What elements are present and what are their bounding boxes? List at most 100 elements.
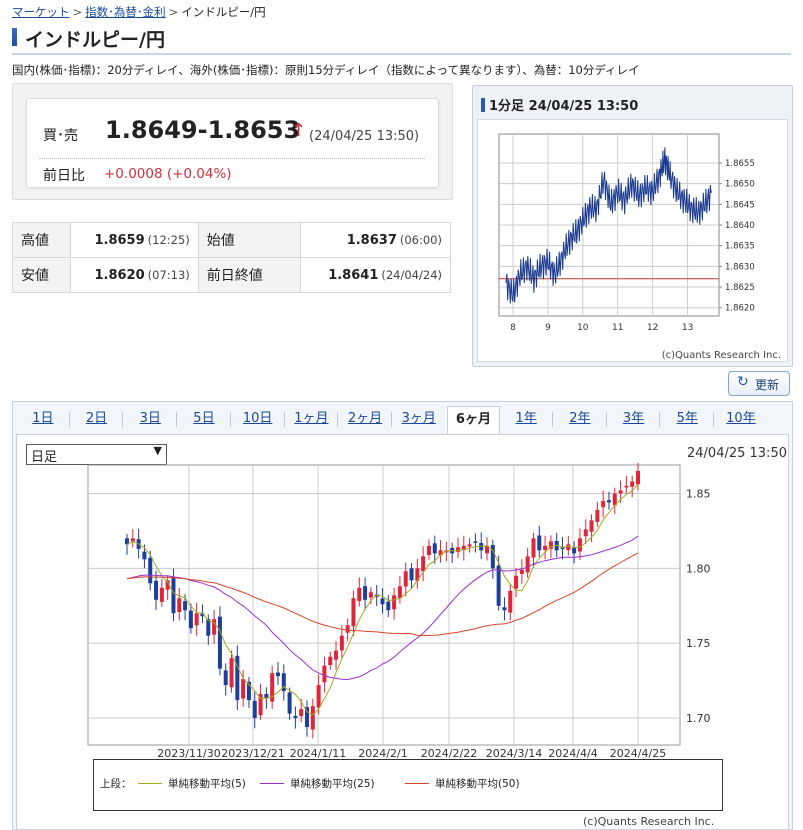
y-tick-label: 1.8630 [725,262,755,272]
candle-body [525,556,530,573]
candle-body [595,509,600,522]
candle-body [130,538,135,542]
candle-body [612,493,617,506]
chevron-down-icon: ▼ [153,444,162,457]
legend-label: 単純移動平均(5) [168,778,246,790]
bid-ask-label: 買･売 [43,128,78,144]
tab-period[interactable]: 10年 [726,411,756,426]
tab-period[interactable]: 10日 [242,411,273,426]
chart-legend: 上段： 単純移動平均(5) 単純移動平均(25) 単純移動平均(50) [93,759,723,811]
candle-body [508,590,513,613]
tab-separator [605,412,607,427]
delay-notice: 国内(株価･指標)：20分ディレイ、海外(株価･指標)：原則15分ディレイ（指数… [12,63,640,77]
prev-close-value: 1.8641 [328,267,379,283]
refresh-label: 更新 [755,378,780,392]
daily-candlestick-chart: 1.85 1.80 1.75 1.70 2023/11/30 2023/12/21 2024… [87,462,711,760]
candle-body [264,693,269,699]
tab-period[interactable]: 3年 [622,411,645,426]
candle-body [415,568,420,581]
candle-body [560,547,565,549]
candle-body [299,709,304,717]
candle-body [455,547,460,552]
candle-body [154,580,159,600]
x-tick-label: 2024/4/25 [610,747,666,760]
legend-item: 単純移動平均(25) [260,776,375,791]
tab-period[interactable]: 3ヶ月 [401,411,436,426]
candle-body [496,565,501,606]
y-tick-label: 1.8635 [725,242,755,252]
candle-body [223,670,228,686]
candle-body [392,595,397,610]
x-tick-label: 12 [647,323,658,333]
tab-period[interactable]: 1日 [32,411,54,426]
moving-average-line [126,535,639,681]
prev-close-label: 前日終値 [197,257,301,293]
up-arrow-icon: ↑ [291,120,307,141]
prev-close-cell: 1.8641 (24/04/24) [299,257,452,293]
tab-separator [283,412,285,427]
y-tick-label: 1.85 [686,487,711,500]
refresh-button[interactable]: ↻ 更新 [728,371,790,396]
open-label: 始値 [197,222,301,258]
candle-body [531,538,536,558]
candle-body [328,656,333,666]
tab-period[interactable]: 1年 [515,411,537,426]
x-tick-label: 13 [682,323,693,333]
quote-time: (24/04/25 13:50) [309,129,420,144]
candle-body [316,685,321,708]
title-marker [12,28,17,46]
tab-period[interactable]: 5日 [193,411,215,426]
y-tick-label: 1.8620 [725,304,755,314]
period-select-value: 日足 [31,450,58,465]
quote-panel: 買･売 1.8649-1.8653 ↑ (24/04/25 13:50) 前日比… [12,83,453,200]
candle-body [159,587,164,602]
tab-period[interactable]: 1ヶ月 [294,411,329,426]
candle-body [171,577,176,614]
breadcrumb: マーケット > 指数･為替･金利 > インドルピー/円 [12,4,266,20]
breadcrumb-separator: > [72,5,83,19]
page-title: インドルピー/円 [25,29,165,51]
candle-body [601,500,606,508]
tab-period[interactable]: 2ヶ月 [347,411,383,426]
candle-body [421,556,426,572]
x-tick-label: 2023/12/21 [221,747,284,760]
candle-body [606,500,611,503]
x-tick-label: 2024/3/14 [486,747,542,760]
tab-period[interactable]: 6ヶ月 [446,406,501,435]
tab-period[interactable]: 3日 [139,411,161,426]
candle-body [577,538,582,552]
tab-period[interactable]: 5年 [676,411,698,426]
y-tick-label: 1.8645 [725,200,755,210]
breadcrumb-market-link[interactable]: マーケット [12,5,70,19]
tab-period[interactable]: 2日 [85,411,108,426]
tab-period[interactable]: 2年 [569,411,591,426]
candle-body [409,568,414,581]
intraday-chart-title: 1分足 24/04/25 13:50 [489,99,639,114]
breadcrumb-fx-link[interactable]: 指数･為替･金利 [85,5,166,19]
prev-close-date: (24/04/24) [381,267,442,282]
low-cell: 1.8620 (07:13) [70,257,199,293]
legend-title: 上段： [100,778,132,790]
candle-body [322,665,327,683]
y-tick-label: 1.80 [686,562,711,575]
high-value: 1.8659 [94,232,145,248]
x-tick-label: 10 [577,323,589,333]
candle-body [589,520,594,532]
candle-body [357,587,362,601]
price-stats-table: 高値 1.8659 (12:25) 始値 1.8637 (06:00) 安値 1.8… [12,222,452,293]
candle-body [287,692,292,714]
historical-chart-panel: 1日 2日 3日 5日 10日 1ヶ月 2ヶ月 3ヶ月 6ヶ月 1年 2年 3年 5年 10年 日足 ▼ … [12,401,793,830]
x-tick-label: 2024/4/4 [548,747,597,760]
candle-body [467,544,472,547]
open-cell: 1.8637 (06:00) [299,222,452,258]
candle-body [183,601,188,611]
candle-body [543,545,548,550]
chart-timestamp: 24/04/25 13:50 [687,446,787,461]
candle-body [502,607,507,611]
candle-body [125,538,129,545]
tab-separator [659,412,661,427]
period-select[interactable]: 日足 ▼ [26,444,167,465]
candle-body [548,541,553,549]
low-label: 安値 [12,257,71,293]
price-line [505,147,713,304]
